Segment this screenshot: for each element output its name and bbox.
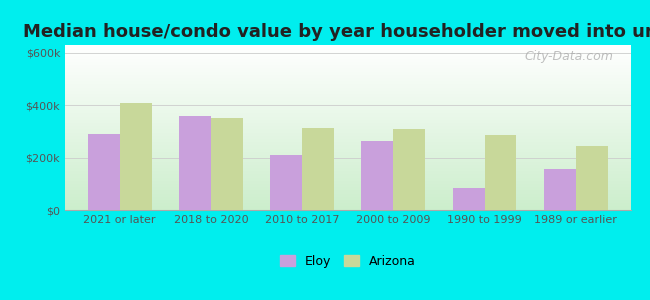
Bar bbox=[452, 188, 484, 210]
Bar bbox=[393, 129, 425, 210]
Bar bbox=[270, 155, 302, 210]
Text: City-Data.com: City-Data.com bbox=[525, 50, 614, 63]
Title: Median house/condo value by year householder moved into unit: Median house/condo value by year househo… bbox=[23, 23, 650, 41]
Bar bbox=[211, 118, 243, 210]
Bar bbox=[576, 146, 608, 210]
Bar bbox=[88, 134, 120, 210]
Bar bbox=[302, 128, 334, 210]
Bar bbox=[484, 135, 517, 210]
Bar bbox=[179, 116, 211, 210]
Bar bbox=[544, 169, 576, 210]
Bar bbox=[120, 103, 151, 210]
Bar bbox=[361, 141, 393, 210]
Legend: Eloy, Arizona: Eloy, Arizona bbox=[275, 250, 421, 273]
